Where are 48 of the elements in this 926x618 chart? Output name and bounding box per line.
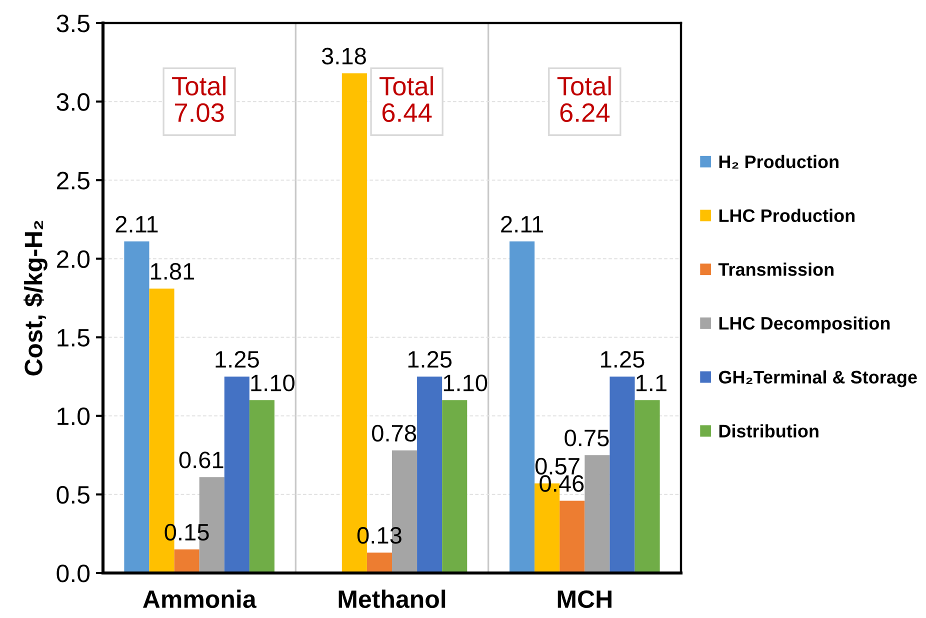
x-tick-label: MCH — [558, 590, 612, 608]
legend-label: H₂ Production — [719, 154, 838, 169]
legend-label: Transmission — [718, 262, 834, 276]
x-tick-label: Methanol — [338, 590, 446, 608]
bar — [610, 376, 635, 573]
data-label: 0.57 — [535, 458, 580, 475]
annotation: Total 7.03 — [172, 76, 226, 122]
bar — [417, 376, 442, 573]
data-label: 0.46 — [540, 475, 584, 492]
legend-label: LHC Decomposition — [719, 316, 890, 334]
data-label: 2.11 — [501, 216, 544, 232]
annotation: Total 6.24 — [557, 76, 611, 122]
data-label: 1.25 — [216, 351, 259, 368]
data-label: 1.10 — [251, 374, 294, 392]
data-label: 2.11 — [116, 216, 158, 232]
y-tick-label: 1.0 — [58, 407, 90, 426]
data-label: 0.78 — [372, 424, 416, 442]
y-tick-label: 2.0 — [57, 250, 90, 268]
bar — [366, 552, 392, 573]
data-label: 1.25 — [601, 351, 644, 368]
data-label: 1.25 — [408, 351, 452, 368]
y-tick-label: 3.5 — [56, 14, 90, 32]
y-tick-label: 2.5 — [57, 172, 90, 190]
bar — [224, 376, 250, 573]
data-label: 0.75 — [564, 430, 609, 446]
y-axis-title: Cost, $/kg-H₂ — [24, 220, 48, 376]
bar — [584, 455, 610, 573]
bar — [249, 400, 274, 573]
data-label: 1.10 — [444, 374, 488, 392]
bar — [124, 241, 150, 573]
bar — [560, 500, 585, 573]
bar — [510, 241, 535, 573]
x-tick-label: Ammonia — [143, 590, 256, 608]
data-label: 3.18 — [322, 48, 366, 64]
y-tick-label: 3.0 — [56, 93, 90, 111]
legend-label: LHC Production — [719, 208, 854, 222]
legend-label: Distribution — [719, 424, 818, 438]
legend-label: GH₂Terminal & Storage — [718, 370, 917, 388]
data-label: 0.61 — [179, 452, 224, 468]
bar — [174, 549, 200, 573]
bar — [442, 400, 468, 573]
data-label: 1.1 — [636, 374, 666, 392]
y-tick-label: 0.0 — [56, 564, 90, 582]
y-tick-label: 1.5 — [58, 329, 90, 347]
annotation: Total 6.44 — [380, 76, 433, 122]
data-label: 1.81 — [151, 263, 194, 280]
y-tick-label: 0.5 — [56, 486, 90, 504]
bar — [634, 400, 660, 573]
